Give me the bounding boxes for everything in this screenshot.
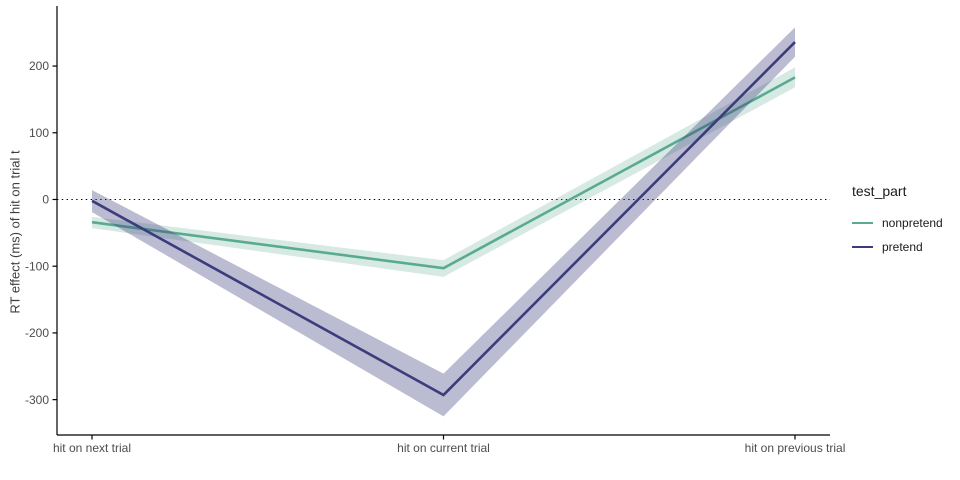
x-tick-label: hit on next trial [53, 441, 131, 455]
y-tick-label: 200 [29, 59, 49, 73]
x-tick-label: hit on current trial [397, 441, 490, 455]
legend-label: nonpretend [882, 216, 943, 230]
legend-title: test_part [852, 183, 907, 199]
legend-item-nonpretend: nonpretend [852, 211, 943, 235]
line-nonpretend [91, 76, 796, 270]
x-tick-label: hit on previous trial [745, 441, 846, 455]
y-tick-label: -300 [25, 393, 49, 407]
y-tick-label: 100 [29, 126, 49, 140]
legend-label: pretend [882, 240, 923, 254]
legend-items: nonpretend pretend [852, 211, 943, 259]
legend-key-nonpretend [852, 221, 873, 225]
y-tick-label: 0 [42, 193, 49, 207]
y-tick-label: -100 [25, 259, 49, 273]
line-pretend [91, 41, 796, 397]
ribbon-pretend [92, 27, 795, 417]
y-axis-title: RT effect (ms) of hit on trial t [7, 150, 23, 314]
legend-key-pretend [852, 245, 873, 249]
legend: test_part nonpretend pretend [852, 183, 943, 259]
y-tick-label: -200 [25, 326, 49, 340]
legend-item-pretend: pretend [852, 235, 943, 259]
